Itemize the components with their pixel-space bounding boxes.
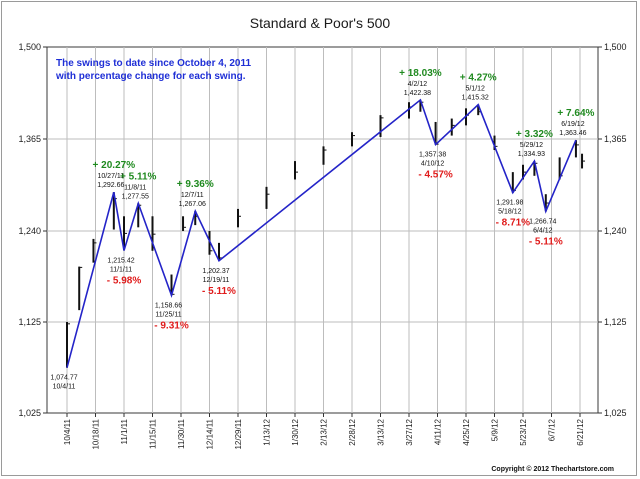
swing-change-label: + 3.32% bbox=[516, 129, 553, 140]
swing-point-label: 12/7/11 bbox=[181, 192, 204, 199]
swing-change-label: - 5.98% bbox=[107, 275, 142, 286]
swing-change-label: - 8.71% bbox=[496, 218, 531, 229]
swing-point-label: 10/4/11 bbox=[53, 384, 76, 391]
swing-point-label: 11/25/11 bbox=[155, 311, 181, 318]
swing-point-label: 1,215.42 bbox=[107, 257, 134, 264]
swing-change-label: + 20.27% bbox=[93, 160, 136, 171]
swing-point-label: 11/1/11 bbox=[110, 266, 132, 273]
x-tick-label: 1/30/12 bbox=[291, 418, 300, 445]
swing-point-label: 12/19/11 bbox=[203, 277, 230, 284]
swing-change-label: + 5.11% bbox=[120, 171, 157, 182]
y-tick-label-left: 1,240 bbox=[18, 226, 41, 236]
swing-line bbox=[66, 98, 577, 368]
x-axis: 10/4/11 10/18/11 11/1/11 11/15/11 11/30/11 12… bbox=[63, 413, 585, 450]
swing-change-label: - 5.11% bbox=[529, 236, 563, 247]
swing-change-label: - 4.57% bbox=[418, 170, 453, 181]
x-tick-label: 12/14/11 bbox=[206, 418, 215, 449]
swing-point-label: 1,415.32 bbox=[462, 95, 489, 102]
swing-point-label: 1,422.38 bbox=[404, 90, 431, 97]
plot-area-border bbox=[46, 46, 599, 414]
price-bars bbox=[66, 99, 586, 368]
swing-point-label: 11/8/11 bbox=[124, 184, 146, 191]
annotation-line-2: with percentage change for each swing. bbox=[55, 71, 246, 82]
swing-point-label: 6/4/12 bbox=[533, 227, 553, 234]
swing-point-label: 1,158.66 bbox=[155, 302, 182, 309]
swing-point-label: 5/1/12 bbox=[465, 86, 485, 93]
swing-point-label: 4/2/12 bbox=[408, 81, 428, 88]
swing-point-label: 1,363.46 bbox=[559, 130, 586, 137]
swing-line-layer bbox=[66, 98, 577, 368]
swing-point-label: 1,357.38 bbox=[419, 152, 446, 159]
x-tick-label: 11/30/11 bbox=[177, 418, 186, 449]
swing-point-label: 1,291.98 bbox=[496, 200, 523, 207]
swing-point-label: 1,267.06 bbox=[179, 201, 206, 208]
swing-point-label: 1,334.93 bbox=[518, 151, 545, 158]
x-tick-label: 10/18/11 bbox=[92, 418, 101, 449]
x-tick-label: 5/23/12 bbox=[519, 418, 528, 445]
x-tick-label: 12/29/11 bbox=[234, 418, 243, 449]
x-tick-label: 4/11/12 bbox=[434, 418, 443, 445]
y-tick-label-right: 1,500 bbox=[604, 42, 627, 52]
swing-point-label: 6/19/12 bbox=[561, 121, 584, 128]
swing-change-label: - 9.31% bbox=[154, 320, 189, 331]
y-tick-label-right: 1,365 bbox=[604, 134, 627, 144]
swing-point-label: 1,074.77 bbox=[50, 375, 77, 382]
swing-point-label: 4/10/12 bbox=[421, 161, 444, 168]
swing-point-label: 1,266.74 bbox=[529, 218, 556, 225]
swing-change-label: + 4.27% bbox=[460, 73, 497, 84]
swing-point-label: 1,277.55 bbox=[122, 193, 149, 200]
chart-title: Standard & Poor's 500 bbox=[250, 15, 391, 31]
swing-change-label: + 18.03% bbox=[399, 68, 442, 79]
x-tick-label: 2/13/12 bbox=[320, 418, 329, 445]
swing-change-label: + 9.36% bbox=[177, 179, 214, 190]
swing-point-label: 10/27/11 bbox=[97, 173, 124, 180]
swing-labels: 1,074.77 10/4/11 10/27/11 1,292.66 1,215.42 1… bbox=[50, 68, 594, 391]
y-axis: 1,500 1,500 1,365 1,365 1,240 1,240 1,125 1,125… bbox=[18, 42, 626, 418]
y-tick-label-left: 1,125 bbox=[18, 317, 41, 327]
x-tick-label: 2/28/12 bbox=[348, 418, 357, 445]
x-tick-label: 3/13/12 bbox=[377, 418, 386, 445]
swing-change-label: - 5.11% bbox=[202, 286, 236, 297]
y-tick-label-right: 1,125 bbox=[604, 317, 627, 327]
x-tick-label: 5/9/12 bbox=[491, 418, 500, 441]
x-tick-label: 11/15/11 bbox=[149, 418, 158, 449]
x-tick-label: 6/7/12 bbox=[548, 418, 557, 441]
y-tick-label-left: 1,365 bbox=[18, 134, 41, 144]
x-tick-label: 4/25/12 bbox=[462, 418, 471, 445]
swing-change-label: + 7.64% bbox=[557, 108, 594, 119]
y-tick-label-left: 1,025 bbox=[18, 408, 41, 418]
x-tick-label: 10/4/11 bbox=[63, 418, 72, 445]
x-tick-label: 11/1/11 bbox=[120, 418, 129, 444]
y-tick-label-left: 1,500 bbox=[18, 42, 41, 52]
y-tick-label-right: 1,025 bbox=[604, 408, 627, 418]
x-tick-label: 3/27/12 bbox=[405, 418, 414, 445]
copyright-notice: Copyright © 2012 Thechartstore.com bbox=[491, 465, 614, 473]
x-tick-label: 1/13/12 bbox=[263, 418, 272, 445]
y-tick-label-right: 1,240 bbox=[604, 226, 627, 236]
swing-point-label: 5/18/12 bbox=[498, 209, 521, 216]
annotation-line-1: The swings to date since October 4, 2011 bbox=[56, 58, 252, 69]
swing-point-label: 1,202.37 bbox=[202, 268, 229, 275]
x-tick-label: 6/21/12 bbox=[576, 418, 585, 445]
swing-point-label: 1,292.66 bbox=[97, 182, 124, 189]
swing-point-label: 5/29/12 bbox=[520, 142, 543, 149]
